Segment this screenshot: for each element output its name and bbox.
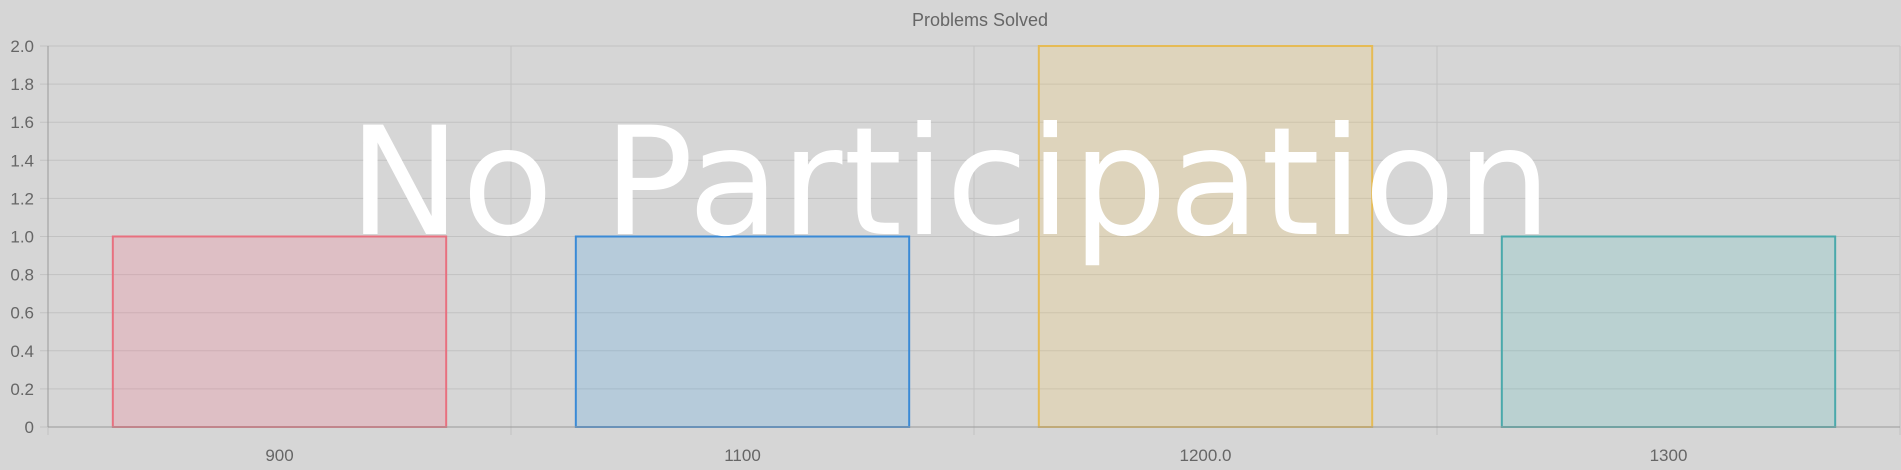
x-tick-label: 1300 — [1650, 446, 1688, 465]
bars-group — [111, 45, 1837, 428]
tick-labels: 0 0.2 0.4 0.6 0.8 1.0 1.2 1.4 1.6 1.8 2.0 900 1100 12… — [10, 37, 1687, 465]
y-tick-label: 0.6 — [10, 304, 34, 323]
y-tick-label: 2.0 — [10, 37, 34, 56]
y-tick-label: 0.2 — [10, 380, 34, 399]
no-participation-overlay: No Participation — [348, 96, 1553, 270]
x-tick-label: 900 — [265, 446, 293, 465]
axes — [47, 46, 1900, 428]
y-tick-label: 0 — [25, 418, 34, 437]
bar-1300[interactable] — [1500, 235, 1837, 428]
y-tick-label: 0.8 — [10, 266, 34, 285]
chart-title: Problems Solved — [912, 10, 1048, 30]
x-tick-label: 1100 — [724, 446, 761, 465]
y-tick-label: 1.8 — [10, 75, 34, 94]
y-tick-label: 0.4 — [10, 342, 34, 361]
x-tick-label: 1200.0 — [1180, 446, 1232, 465]
y-tick-label: 1.6 — [10, 113, 34, 132]
y-tick-label: 1.2 — [10, 189, 34, 208]
y-tick-label: 1.0 — [10, 228, 34, 247]
y-tick-label: 1.4 — [10, 151, 34, 170]
